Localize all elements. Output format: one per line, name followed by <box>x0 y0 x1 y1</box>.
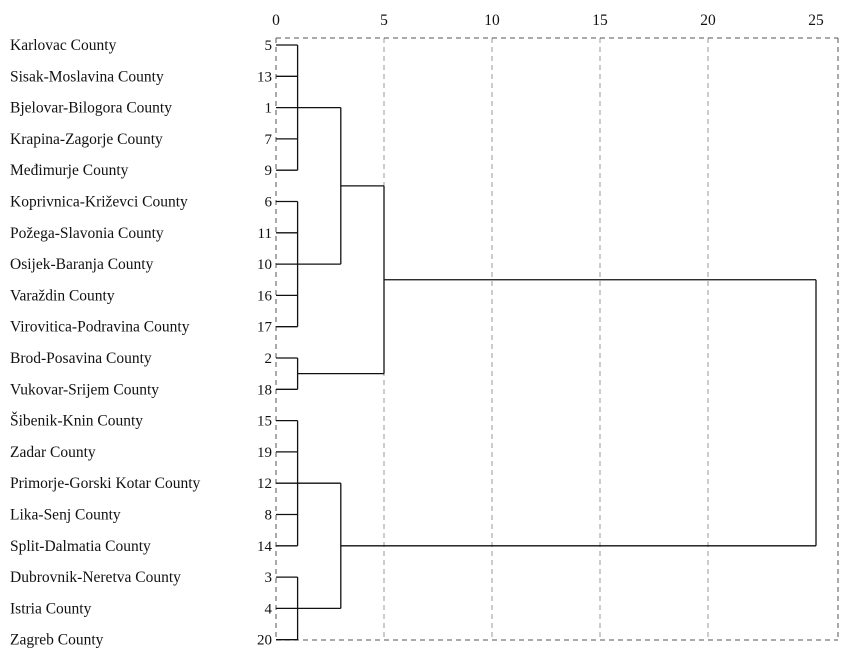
leaf-label: Požega-Slavonia County <box>10 225 164 242</box>
leaf-id: 2 <box>265 351 273 367</box>
leaf-label: Split-Dalmatia County <box>10 538 151 555</box>
leaf-label: Karlovac County <box>10 37 117 54</box>
leaf-id: 3 <box>265 570 273 586</box>
leaf-id: 10 <box>257 257 272 273</box>
leaf-label: Koprivnica-Križevci County <box>10 194 188 211</box>
x-tick-label-5: 5 <box>380 12 388 29</box>
leaf-id: 11 <box>258 226 272 242</box>
leaf-id: 12 <box>257 476 272 492</box>
chart-frame <box>275 37 839 641</box>
leaf-id: 14 <box>257 539 273 555</box>
x-tick-label-25: 25 <box>808 12 824 29</box>
leaf-id: 9 <box>265 163 273 179</box>
leaf-label: Sisak-Moslavina County <box>10 68 164 85</box>
leaf-label: Dubrovnik-Neretva County <box>10 569 181 586</box>
leaf-id: 1 <box>265 101 273 117</box>
leaf-id: 16 <box>257 288 273 304</box>
leaf-id: 18 <box>257 382 272 398</box>
leaf-label: Istria County <box>10 600 92 617</box>
leaf-label: Zagreb County <box>10 632 104 649</box>
leaf-id: 7 <box>265 132 273 148</box>
leaf-id: 5 <box>265 38 273 54</box>
leaf-label: Vukovar-Srijem County <box>10 381 159 398</box>
leaf-id: 20 <box>257 633 272 649</box>
leaf-label: Brod-Posavina County <box>10 350 152 367</box>
x-tick-label-0: 0 <box>272 12 280 29</box>
leaf-label: Varaždin County <box>10 287 115 304</box>
leaf-label: Primorje-Gorski Kotar County <box>10 475 201 492</box>
dendrogram-links <box>276 44 817 641</box>
leaf-id: 13 <box>257 69 272 85</box>
x-tick-label-20: 20 <box>700 12 716 29</box>
leaf-label: Osijek-Baranja County <box>10 256 154 273</box>
x-tick-label-15: 15 <box>592 12 608 29</box>
leaf-id: 19 <box>257 445 272 461</box>
leaf-label: Virovitica-Podravina County <box>10 319 190 336</box>
leaf-id: 17 <box>257 320 273 336</box>
x-tick-label-10: 10 <box>484 12 500 29</box>
leaf-label: Krapina-Zagorje County <box>10 131 163 148</box>
leaf-label: Zadar County <box>10 444 96 461</box>
leaf-id: 4 <box>265 601 273 617</box>
x-axis-ticks: 0 5 10 15 20 25 <box>272 12 824 29</box>
leaf-label: Međimurje County <box>10 162 129 179</box>
leaf-label: Lika-Senj County <box>10 507 121 524</box>
leaf-id: 15 <box>257 414 272 430</box>
leaf-id: 6 <box>265 195 273 211</box>
leaf-label: Bjelovar-Bilogora County <box>10 100 172 117</box>
leaf-id: 8 <box>265 508 273 524</box>
leaf-label: Šibenik-Knin County <box>10 413 143 430</box>
grid-lines <box>383 38 709 640</box>
